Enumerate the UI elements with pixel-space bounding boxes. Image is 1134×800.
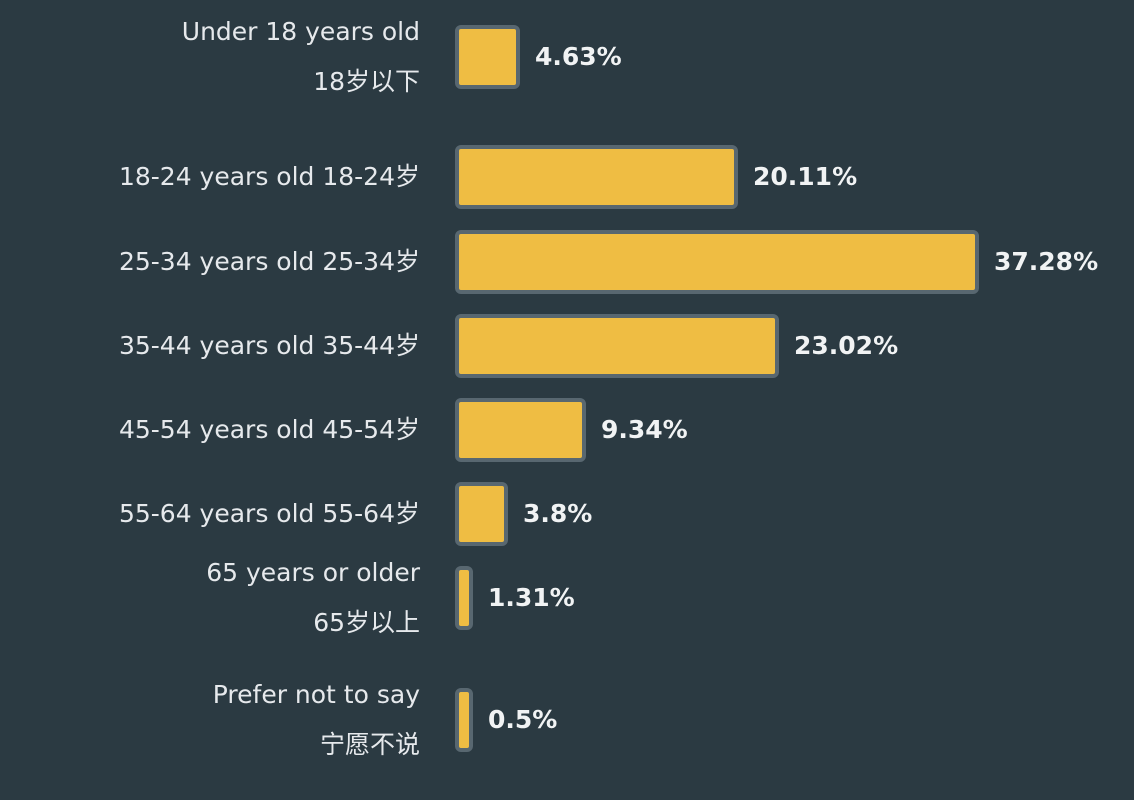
bar [455,688,473,752]
bar [455,230,979,294]
bar [455,398,586,462]
category-label: 65岁以上 [313,608,420,637]
bar [455,482,508,546]
category-label: 45-54 years old 45-54岁 [118,415,420,444]
bar-value-label: 0.5% [488,705,558,734]
category-label: 25-34 years old 25-34岁 [118,247,420,276]
category-label: 18-24 years old 18-24岁 [118,162,420,191]
bar [455,145,738,209]
bar [455,25,520,89]
category-label: Prefer not to say [212,680,420,709]
bar [455,314,779,378]
bar-value-label: 37.28% [994,247,1099,276]
category-label: Under 18 years old [181,17,420,46]
bar-value-label: 23.02% [794,331,899,360]
category-label: 35-44 years old 35-44岁 [118,331,420,360]
category-label: 18岁以下 [313,67,420,96]
bar-value-label: 3.8% [523,499,593,528]
bar-value-label: 20.11% [753,162,858,191]
category-label: 宁愿不说 [319,730,420,759]
category-label: 65 years or older [206,558,420,587]
bar-value-label: 1.31% [488,583,575,612]
category-label: 55-64 years old 55-64岁 [118,499,420,528]
bar-value-label: 9.34% [601,415,688,444]
bar-value-label: 4.63% [535,42,622,71]
bar [455,566,473,630]
